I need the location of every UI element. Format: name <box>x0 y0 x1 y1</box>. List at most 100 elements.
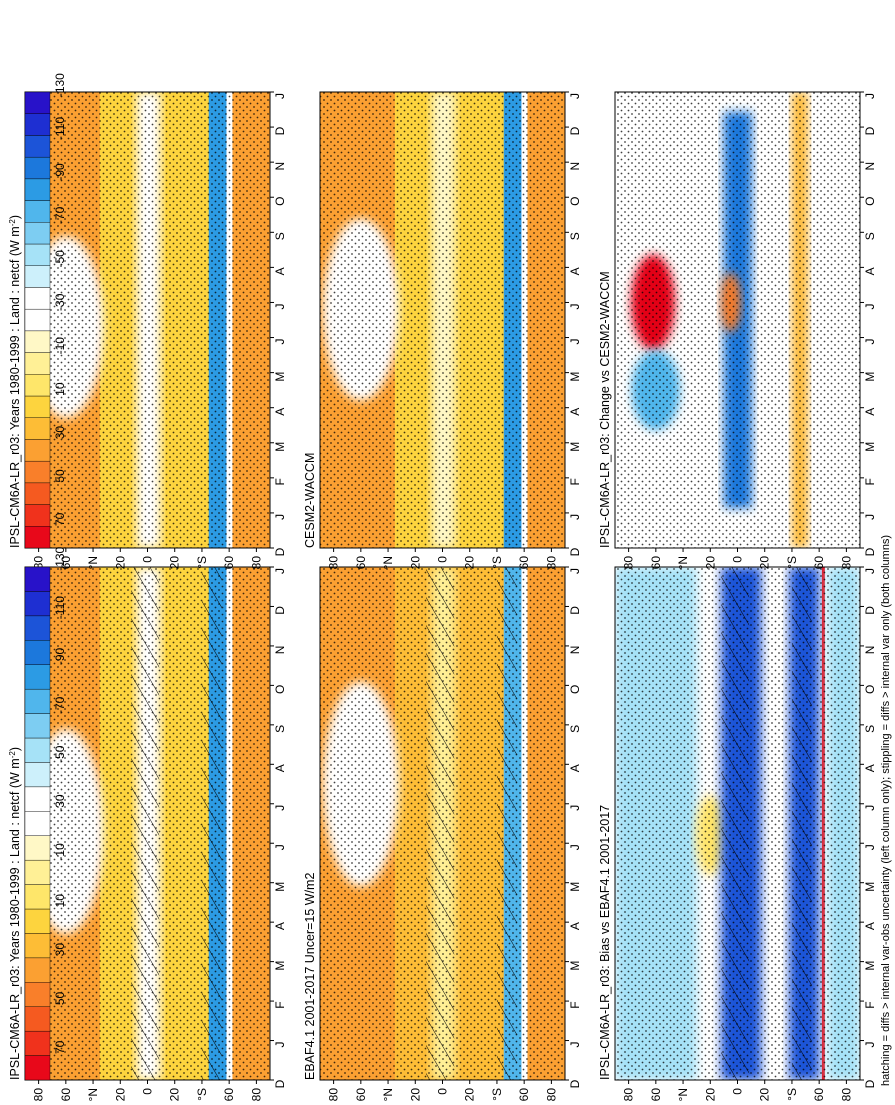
colorbar-tick-label: 10 <box>53 382 67 396</box>
month-tick-label: J <box>568 93 582 99</box>
month-tick-label: M <box>568 882 582 892</box>
lat-tick-label: 20 <box>703 556 717 570</box>
lat-tick-label: °S <box>195 1088 209 1101</box>
lat-tick-label: 20 <box>408 1088 422 1102</box>
month-tick-label: J <box>273 1042 287 1048</box>
panel-title: IPSL-CM6A-LR_r03: Change vs CESM2-WACCM <box>598 271 612 548</box>
lat-tick-label: 60 <box>354 1088 368 1102</box>
lat-tick-label: 80 <box>32 556 46 570</box>
colorbar-swatch <box>24 222 51 245</box>
colorbar-swatch <box>24 1030 51 1056</box>
colorbar-tick-label: 30 <box>53 426 67 440</box>
month-tick-label: D <box>863 126 877 135</box>
colorbar-tick-label: 30 <box>53 943 67 957</box>
month-tick-label: O <box>273 197 287 206</box>
month-tick-label: A <box>568 408 582 416</box>
colorbar-tick-label: -90 <box>53 648 67 666</box>
lat-tick-label: 80 <box>622 1088 636 1102</box>
colorbar-swatch <box>24 352 51 375</box>
colorbar-tick-label: 50 <box>53 469 67 483</box>
month-tick-label: J <box>568 568 582 574</box>
panel-title: EBAF4.1 2001-2017 Uncer=15 W/m2 <box>303 873 317 1080</box>
month-tick-label: F <box>568 478 582 485</box>
month-tick-label: D <box>273 126 287 135</box>
month-tick-label: S <box>863 232 877 240</box>
panel-left-1: D J F M A M J J A S O N D J 80 60 °N 20 0 20 °S 60 80 IPSL-CM6A… <box>8 566 287 1102</box>
colorbar-swatch <box>24 859 51 885</box>
lat-tick-label: 20 <box>408 556 422 570</box>
panel-title: CESM2-WACCM <box>303 453 317 548</box>
month-tick-label: D <box>568 1079 582 1088</box>
month-tick-label: J <box>568 514 582 520</box>
month-tick-label: J <box>863 514 877 520</box>
colorbar-swatch <box>24 982 51 1007</box>
heatmap-field <box>320 92 565 548</box>
month-tick-label: J <box>863 93 877 99</box>
lat-tick-label: 60 <box>812 1088 826 1102</box>
colorbars: 70 50 30 10 -10 -30 -50 -70 -90 -110 -130 70 50 30 10 -… <box>24 73 67 1081</box>
lat-tick-label: °S <box>785 1088 799 1101</box>
month-tick-label: J <box>568 303 582 309</box>
lat-tick-label: 20 <box>758 1088 772 1102</box>
colorbar-swatch <box>24 615 51 641</box>
lat-tick-label: 20 <box>168 556 182 570</box>
lat-tick-label: 60 <box>649 1088 663 1102</box>
month-tick-label: O <box>863 197 877 206</box>
colorbar-tick-label: -110 <box>53 117 67 140</box>
panel-title: IPSL-CM6A-LR_r03: Years 1980-1999 : Land… <box>8 747 22 1080</box>
colorbar-tick-label: -90 <box>53 163 67 181</box>
month-tick-label: D <box>863 1079 877 1088</box>
month-tick-label: A <box>568 267 582 275</box>
colorbar-swatch <box>24 762 51 788</box>
month-tick-label: J <box>273 93 287 99</box>
colorbar-swatch <box>24 417 51 440</box>
colorbar-swatch <box>24 395 51 418</box>
colorbar-swatch <box>24 640 51 665</box>
colorbar-tick-label: -130 <box>53 73 67 97</box>
month-tick-label: M <box>273 372 287 382</box>
month-tick-label: O <box>273 685 287 694</box>
month-tick-label: A <box>273 408 287 416</box>
colorbar-swatch <box>24 178 51 201</box>
lat-tick-label: 60 <box>812 556 826 570</box>
colorbar-swatch <box>24 526 51 549</box>
heatmap-field <box>615 567 860 1080</box>
colorbar-swatch <box>24 786 51 812</box>
month-tick-label: M <box>863 961 877 971</box>
colorbar-swatch <box>24 460 51 484</box>
lat-tick-label: 60 <box>517 1088 531 1102</box>
month-tick-label: J <box>273 339 287 345</box>
colorbar-tick-label: -10 <box>53 337 67 355</box>
month-tick-label: A <box>568 922 582 930</box>
month-tick-label: J <box>568 339 582 345</box>
month-tick-label: N <box>863 162 877 171</box>
month-tick-label: J <box>863 303 877 309</box>
panel-left-3: D J F M A M J J A S O N D J 80 60 °N 20 0 20 °S 60 80 IPSL-CM6A… <box>598 566 877 1102</box>
colorbar-swatch <box>24 265 51 288</box>
month-tick-label: O <box>568 685 582 694</box>
month-tick-label: D <box>568 606 582 615</box>
month-tick-label: A <box>568 764 582 772</box>
colorbar-swatch <box>24 287 51 310</box>
month-tick-label: N <box>568 646 582 655</box>
heatmap-field <box>615 92 860 548</box>
lat-tick-label: 60 <box>517 556 531 570</box>
month-tick-label: J <box>273 568 287 574</box>
colorbar-swatch <box>24 374 51 397</box>
colorbar-swatch <box>24 1055 51 1081</box>
lat-tick-label: 60 <box>649 556 663 570</box>
month-tick-label: N <box>273 162 287 171</box>
month-tick-label: N <box>568 162 582 171</box>
lat-tick-label: 60 <box>222 1088 236 1102</box>
lat-tick-label: 0 <box>731 1088 745 1095</box>
hatching-so <box>791 567 812 1080</box>
month-tick-label: S <box>568 725 582 733</box>
month-tick-label: A <box>273 267 287 275</box>
lat-tick-label: 0 <box>436 1088 450 1095</box>
lat-tick-label: °N <box>381 1088 395 1101</box>
footnote: hatching = diffs > internal var-obs unce… <box>880 535 892 1086</box>
colorbar-tick-label: 10 <box>53 894 67 908</box>
month-tick-label: A <box>863 922 877 930</box>
colorbar-swatch <box>24 933 51 959</box>
month-tick-label: D <box>568 547 582 556</box>
